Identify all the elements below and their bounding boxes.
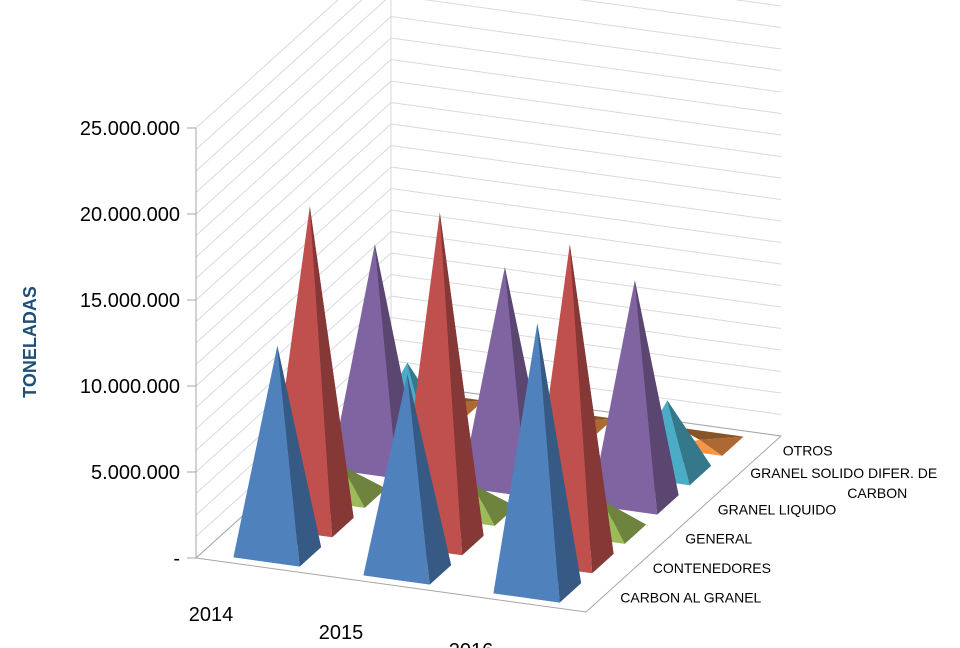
gridline <box>195 0 782 172</box>
x-tick-label: 2015 <box>319 622 364 644</box>
y-tick-label: 20.000.000 <box>80 204 180 226</box>
pyramid-side-face <box>439 212 484 556</box>
pyramid-front-face <box>233 345 300 567</box>
pyramid-back-face <box>677 427 744 440</box>
pyramid-side-face <box>342 466 387 508</box>
pyramid-side-face <box>569 244 614 574</box>
series-axis-label: GENERAL <box>685 531 752 547</box>
pyramid-front-face <box>330 244 398 479</box>
pyramid-front-face <box>460 267 528 497</box>
y-tick-label: 15.000.000 <box>80 290 180 312</box>
x-tick-label: 2014 <box>189 604 234 626</box>
series-axis-label: GRANEL SOLIDO DIFER. DE <box>750 465 937 481</box>
x-tick-label: 2016 <box>449 640 494 648</box>
series-axis-label: OTROS <box>783 443 833 459</box>
labels: - 5.000.000 10.000.000 15.000.000 20.000.000… <box>80 118 937 648</box>
gridline <box>195 0 782 129</box>
pyramid-front-face <box>363 374 430 585</box>
pyramid-side-face <box>472 484 517 526</box>
series-axis-label: CONTENEDORES <box>653 560 771 576</box>
y-tick-label: 10.000.000 <box>80 376 180 398</box>
series-axis-label: GRANEL LIQUIDO <box>718 501 837 517</box>
series-axis-label: CARBON AL GRANEL <box>620 589 761 605</box>
pyramid-side-face <box>277 345 322 567</box>
pyramid-side-face <box>699 436 744 456</box>
pyramid-side-face <box>634 280 679 515</box>
pyramids <box>233 206 744 603</box>
pyramid-side-face <box>602 500 647 544</box>
pyramid-bar <box>493 323 582 603</box>
y-tick-label: 5.000.000 <box>91 462 180 484</box>
pyramid-bar <box>590 280 679 515</box>
pyramid-side-face <box>667 400 712 486</box>
y-tick-label: 25.000.000 <box>80 118 180 140</box>
pyramid-front-face <box>493 323 560 603</box>
pyramid-side-face <box>537 323 582 603</box>
pyramid-bar <box>233 345 322 567</box>
y-tick-label: - <box>173 548 180 570</box>
series-axis-label-cont: CARBON <box>847 485 907 501</box>
pyramid-side-face <box>309 206 354 538</box>
pyramid-bar <box>363 374 452 585</box>
pyramid-side-face <box>407 374 452 585</box>
pyramid-front-face <box>590 280 658 515</box>
y-axis-title: TONELADAS <box>20 286 40 398</box>
gridlines <box>195 0 782 559</box>
gridline <box>195 0 782 150</box>
